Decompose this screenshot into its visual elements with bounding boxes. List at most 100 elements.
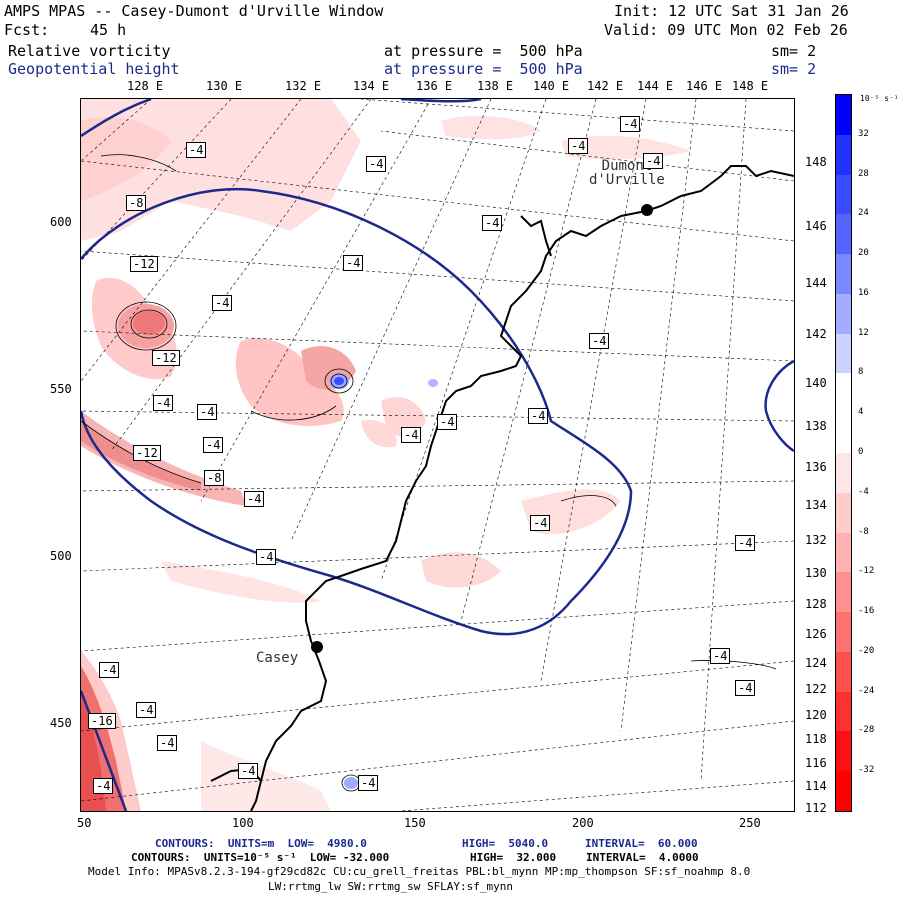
colorbar-segment (836, 214, 851, 255)
colorbar-label: 16 (858, 287, 869, 298)
colorbar (835, 94, 852, 812)
init-time: Init: 12 UTC Sat 31 Jan 26 (614, 2, 849, 20)
coastline (210, 165, 794, 811)
contour-label: -4 (238, 763, 259, 779)
contour-label: -4 (197, 404, 218, 420)
colorbar-segment (836, 572, 851, 613)
colorbar-segment (836, 95, 851, 135)
colorbar-segment (836, 691, 851, 732)
y-tick-label: 600 (50, 215, 72, 229)
colorbar-label: -24 (858, 685, 875, 696)
height-contour-high: HIGH= 5040.0 (462, 837, 549, 850)
colorbar-segment (836, 492, 851, 533)
contour-label: -4 (212, 295, 233, 311)
field-1-name: Relative vorticity (8, 42, 171, 60)
contour-label: -4 (437, 414, 458, 430)
contour-label: -4 (256, 549, 277, 565)
contour-label: -4 (589, 333, 610, 349)
contour-label: -12 (133, 445, 161, 461)
colorbar-label: -20 (858, 645, 875, 656)
contour-label: -4 (157, 735, 178, 751)
contour-label: -4 (93, 778, 114, 794)
dumont-durville-label: Dumont d'Urville (589, 158, 665, 188)
contour-label: -4 (358, 775, 379, 791)
top-lon-label: 130 E (206, 79, 243, 93)
contour-label: -4 (136, 702, 157, 718)
contour-label: -4 (99, 662, 120, 678)
colorbar-unit: 10⁻⁵ s⁻¹ (860, 94, 899, 103)
top-lon-label: 144 E (637, 79, 674, 93)
colorbar-label: 8 (858, 367, 864, 378)
contour-label: -4 (643, 153, 664, 169)
contour-label: -4 (530, 515, 551, 531)
vorticity-contour-interval: INTERVAL= 4.0000 (586, 851, 699, 864)
contour-label: -4 (153, 395, 174, 411)
casey-marker[interactable] (311, 641, 323, 653)
x-tick-label: 250 (739, 816, 761, 830)
valid-time: Valid: 09 UTC Mon 02 Feb 26 (604, 21, 848, 39)
colorbar-label: -8 (858, 526, 869, 537)
vorticity-shading (81, 99, 691, 811)
colorbar-label: 20 (858, 248, 869, 259)
top-lon-label: 148 E (732, 79, 769, 93)
casey-label: Casey (256, 650, 299, 666)
x-tick-label: 100 (232, 816, 254, 830)
colorbar-label: 28 (858, 168, 869, 179)
map-title: AMPS MPAS -- Casey-Dumont d'Urville Wind… (4, 2, 384, 20)
forecast-label: Fcst: (4, 21, 50, 39)
dumont-durville-marker[interactable] (641, 204, 653, 216)
contour-label: -4 (735, 535, 756, 551)
model-info-radiation: LW:rrtmg_lw SW:rrtmg_sw SFLAY:sf_mynn (268, 880, 514, 893)
contour-label: -4 (528, 408, 549, 424)
colorbar-label: -28 (858, 725, 875, 736)
vorticity-contour-high: HIGH= 32.000 (470, 851, 557, 864)
field-1-pressure: at pressure = 500 hPa (384, 42, 583, 60)
top-lon-label: 134 E (353, 79, 390, 93)
colorbar-segment (836, 254, 851, 294)
forecast-hour: 45 h (90, 21, 127, 39)
colorbar-label: 24 (858, 208, 869, 219)
colorbar-segment (836, 453, 851, 493)
x-tick-label: 150 (404, 816, 426, 830)
field-1-smoothing: sm= 2 (771, 42, 817, 60)
y-tick-label: 500 (50, 549, 72, 563)
contour-label: -8 (126, 195, 147, 211)
contour-label: -4 (343, 255, 364, 271)
vorticity-contour-info: CONTOURS: UNITS=10⁻⁵ s⁻¹ LOW= -32.000 (131, 851, 390, 864)
contour-label: -4 (244, 491, 265, 507)
contour-label: -4 (366, 156, 387, 172)
x-tick-label: 200 (572, 816, 594, 830)
field-2-name: Geopotential height (8, 60, 180, 78)
x-tick-label: 50 (77, 816, 92, 830)
contour-label: -8 (204, 470, 225, 486)
height-contour-interval: INTERVAL= 60.000 (585, 837, 698, 850)
top-lon-label: 142 E (587, 79, 624, 93)
field-2-pressure: at pressure = 500 hPa (384, 60, 583, 78)
contour-label: -4 (568, 138, 589, 154)
colorbar-label: -32 (858, 765, 875, 776)
colorbar-label: 4 (858, 407, 864, 418)
map-plot-area: Dumont d'Urville Casey (80, 98, 795, 812)
contour-label: -4 (620, 116, 641, 132)
colorbar-segment (836, 413, 851, 453)
contour-label: -12 (130, 256, 158, 272)
top-lon-label: 128 E (127, 79, 164, 93)
colorbar-segment (836, 333, 851, 374)
contour-label: -4 (710, 648, 731, 664)
contour-label: -4 (186, 142, 207, 158)
colorbar-segment (836, 293, 851, 334)
colorbar-label: -16 (858, 606, 875, 617)
colorbar-segment (836, 134, 851, 175)
contour-label: -4 (482, 215, 503, 231)
colorbar-segment (836, 532, 851, 573)
colorbar-label: -4 (858, 486, 869, 497)
colorbar-segment (836, 651, 851, 692)
field-2-smoothing: sm= 2 (771, 60, 817, 78)
colorbar-segment (836, 771, 851, 811)
geopotential-contours (81, 99, 794, 811)
y-tick-label: 450 (50, 716, 72, 730)
colorbar-segment (836, 731, 851, 772)
colorbar-segment (836, 174, 851, 215)
top-lon-label: 138 E (477, 79, 514, 93)
contour-label: -16 (88, 713, 116, 729)
